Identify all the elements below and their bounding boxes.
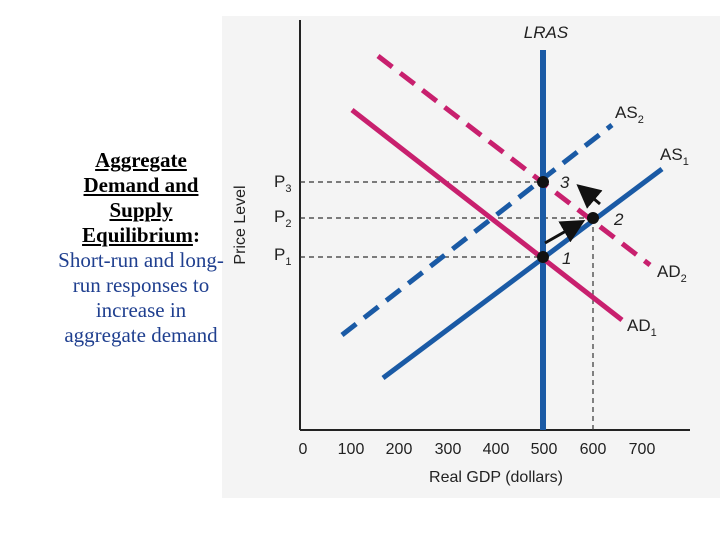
point-label-1: 1 xyxy=(562,249,571,268)
caption: Aggregate Demand and Supply Equilibrium:… xyxy=(56,148,226,348)
x-axis-label: Real GDP (dollars) xyxy=(429,469,563,486)
caption-colon: : xyxy=(192,223,200,247)
label-lras: LRAS xyxy=(524,23,569,42)
y-tick-label-p2: P2 xyxy=(274,207,291,230)
x-tick-label: 700 xyxy=(629,441,656,458)
curve-as1 xyxy=(381,166,664,381)
x-tick-label: 400 xyxy=(483,441,510,458)
equilibrium-point-1 xyxy=(537,251,549,263)
point-label-3: 3 xyxy=(560,173,570,192)
arrow-2-to-3 xyxy=(576,184,603,209)
curve-ad2 xyxy=(376,54,652,267)
x-tick-label: 600 xyxy=(580,441,607,458)
caption-title: Aggregate Demand and Supply Equilibrium xyxy=(82,148,199,247)
curve-as2 xyxy=(340,123,614,337)
x-tick-label: 300 xyxy=(435,441,462,458)
label-as2: AS2 xyxy=(615,103,644,126)
x-tick-label: 500 xyxy=(531,441,558,458)
curve-ad1 xyxy=(350,108,624,322)
equilibrium-point-2 xyxy=(587,212,599,224)
label-as1: AS1 xyxy=(660,145,689,168)
y-axis-label: Price Level xyxy=(232,185,249,264)
x-tick-label: 100 xyxy=(338,441,365,458)
point-label-2: 2 xyxy=(613,210,624,229)
x-tick-label: 0 xyxy=(299,441,308,458)
label-ad2: AD2 xyxy=(657,262,687,285)
caption-description: Short-run and long-run responses to incr… xyxy=(58,248,224,347)
label-ad1: AD1 xyxy=(627,316,657,339)
y-tick-label-p1: P1 xyxy=(274,245,291,268)
equilibrium-point-3 xyxy=(537,176,549,188)
y-tick-label-p3: P3 xyxy=(274,172,291,195)
x-tick-label: 200 xyxy=(386,441,413,458)
arrow-1-to-2 xyxy=(544,220,586,245)
